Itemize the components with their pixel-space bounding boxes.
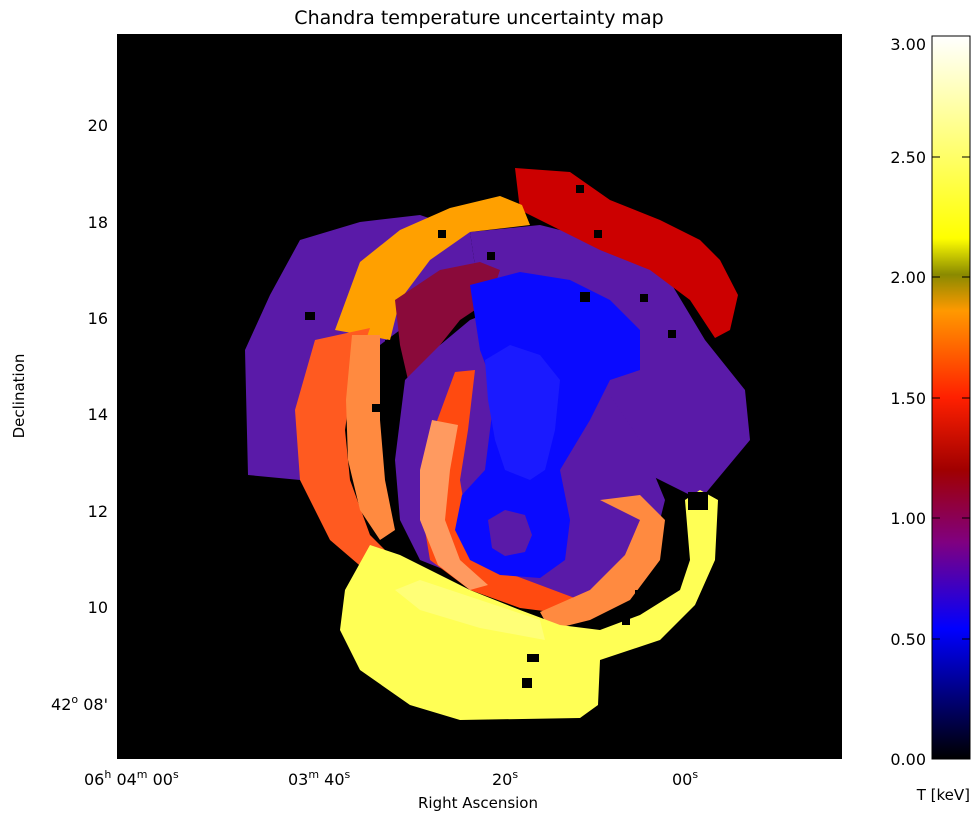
region-south-yellow-light — [395, 580, 545, 640]
y-tick-label: 10 — [88, 598, 108, 617]
masked-pixel — [594, 230, 602, 238]
x-tick-label: 03m 40s — [288, 768, 351, 789]
x-axis-label: Right Ascension — [418, 794, 538, 812]
masked-pixel — [487, 252, 495, 260]
region-inner-red-arc — [420, 370, 580, 615]
colorbar-tick-label: 0.00 — [890, 750, 926, 769]
temperature-map — [245, 168, 750, 720]
masked-pixel — [385, 340, 393, 350]
masked-pixel — [527, 654, 539, 662]
y-tick-label: 16 — [88, 309, 108, 328]
region-core-blue-bright — [485, 345, 560, 480]
x-tick-label: 20s — [492, 768, 518, 789]
y-tick-label: 20 — [88, 116, 108, 135]
masked-pixel — [668, 330, 676, 338]
region-north-orange-arc — [335, 196, 530, 340]
region-core-purple-knot — [488, 510, 532, 556]
masked-pixel — [635, 590, 645, 598]
y-tick-label: 12 — [88, 502, 108, 521]
region-west-orange-red-arc — [295, 328, 390, 570]
colorbar-tick-label: 2.00 — [890, 268, 926, 287]
dec-degrees: 42 — [51, 695, 71, 714]
y-tick-label: 14 — [88, 405, 108, 424]
masked-pixel — [522, 678, 532, 688]
masked-pixel — [576, 185, 584, 193]
region-west-light-orange-arc — [346, 335, 395, 540]
masked-pixel — [372, 404, 382, 412]
masked-pixel — [438, 230, 446, 238]
colorbar-tick-label: 3.00 — [890, 35, 926, 54]
colorbar-label: T [keV] — [916, 786, 970, 804]
region-inner-salmon-arc — [420, 420, 488, 590]
masked-pixel — [580, 292, 590, 302]
x-tick-label: 00s — [672, 768, 698, 789]
y-tick-label: 18 — [88, 213, 108, 232]
region-south-yellow-arc — [340, 490, 718, 720]
masked-pixel — [305, 312, 315, 320]
colorbar-tick-label: 1.00 — [890, 509, 926, 528]
region-north-red-arc — [515, 168, 738, 338]
masked-pixel — [640, 294, 648, 302]
region-outer-east-orange — [540, 495, 665, 630]
colorbar-tick-label: 0.50 — [890, 630, 926, 649]
chart-title: Chandra temperature uncertainty map — [294, 7, 663, 29]
y-axis-label: Declination — [10, 354, 28, 439]
degree-symbol: o — [71, 693, 78, 706]
colorbar-ticks — [932, 35, 970, 760]
x-tick-label: 06h 04m 00s — [84, 768, 179, 789]
colorbar-tick-label: 1.50 — [890, 389, 926, 408]
dec-minutes: 08' — [83, 695, 108, 714]
y-tick-label-first: 42o 08' — [51, 693, 108, 714]
masked-pixel — [622, 617, 630, 625]
colorbar-tick-label: 2.50 — [890, 148, 926, 167]
masked-pixel — [688, 492, 708, 510]
